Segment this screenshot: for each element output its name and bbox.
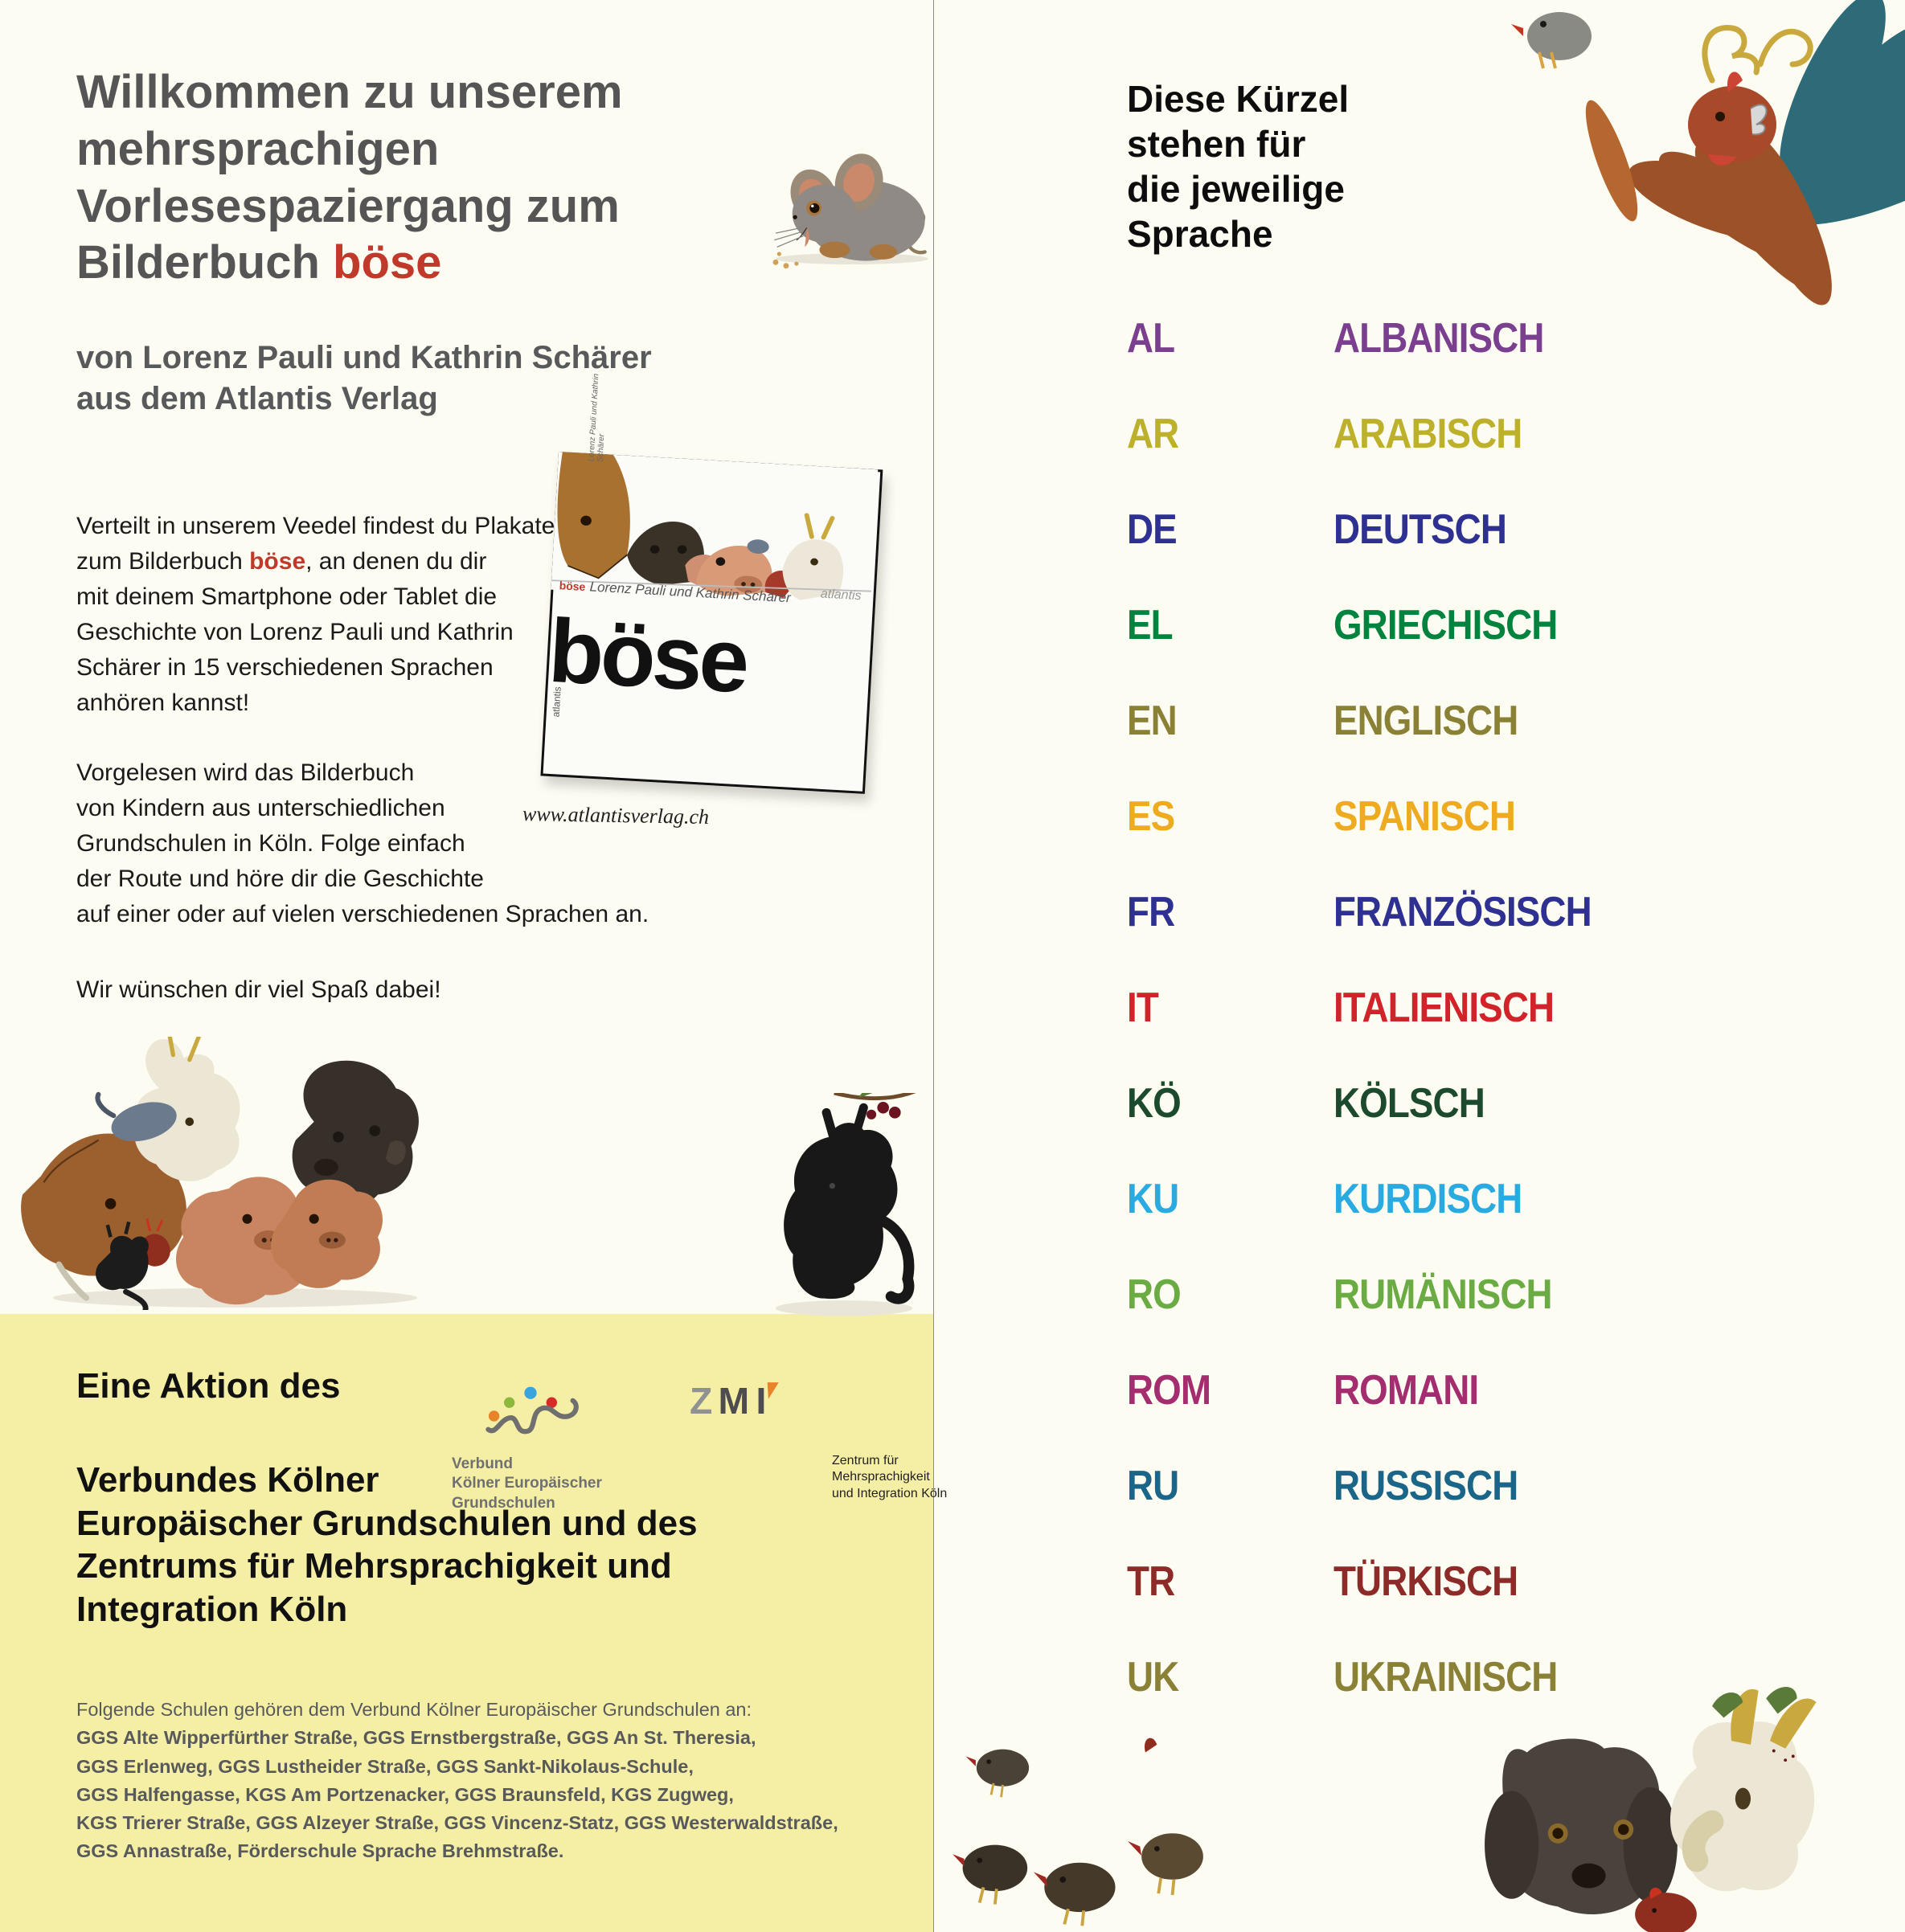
svg-text:M: M xyxy=(718,1380,749,1422)
svg-text:Z: Z xyxy=(690,1380,712,1422)
svg-text:I: I xyxy=(756,1380,766,1422)
